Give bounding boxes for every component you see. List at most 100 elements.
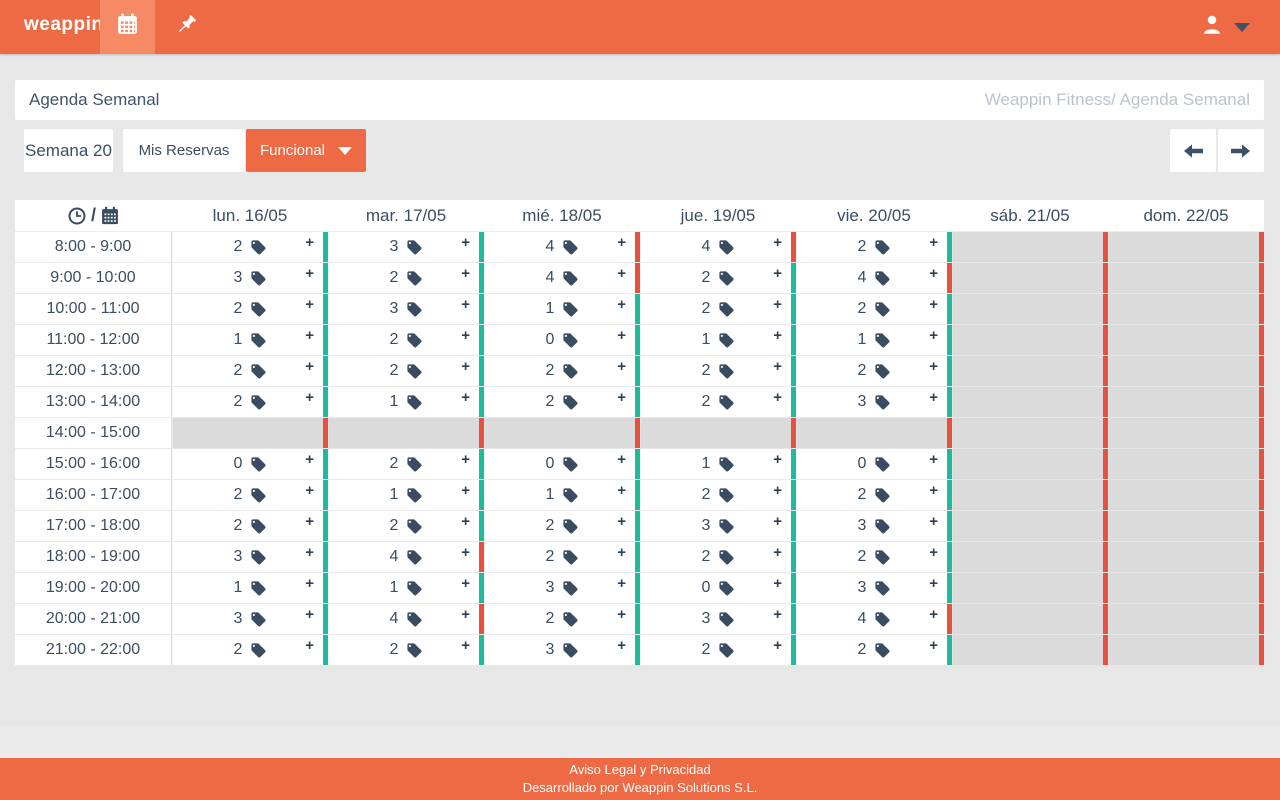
- add-reservation-button[interactable]: +: [461, 482, 470, 499]
- add-reservation-button[interactable]: +: [929, 327, 938, 344]
- add-reservation-button[interactable]: +: [929, 513, 938, 530]
- schedule-cell[interactable]: 2 +: [328, 356, 484, 387]
- add-reservation-button[interactable]: +: [773, 513, 782, 530]
- add-reservation-button[interactable]: +: [617, 451, 626, 468]
- add-reservation-button[interactable]: +: [461, 451, 470, 468]
- add-reservation-button[interactable]: +: [617, 265, 626, 282]
- schedule-cell[interactable]: 2 +: [328, 449, 484, 480]
- schedule-cell[interactable]: 2 +: [328, 635, 484, 666]
- add-reservation-button[interactable]: +: [305, 482, 314, 499]
- schedule-cell[interactable]: 2 +: [640, 480, 796, 511]
- add-reservation-button[interactable]: +: [773, 327, 782, 344]
- add-reservation-button[interactable]: +: [929, 606, 938, 623]
- schedule-cell[interactable]: 1 +: [328, 480, 484, 511]
- add-reservation-button[interactable]: +: [617, 327, 626, 344]
- schedule-cell[interactable]: 1 +: [640, 449, 796, 480]
- schedule-cell[interactable]: 0 +: [484, 325, 640, 356]
- add-reservation-button[interactable]: +: [461, 606, 470, 623]
- schedule-cell[interactable]: 2 +: [172, 356, 328, 387]
- add-reservation-button[interactable]: +: [461, 296, 470, 313]
- previous-week-button[interactable]: [1170, 129, 1216, 172]
- add-reservation-button[interactable]: +: [929, 265, 938, 282]
- schedule-cell[interactable]: 2 +: [640, 635, 796, 666]
- add-reservation-button[interactable]: +: [773, 389, 782, 406]
- add-reservation-button[interactable]: +: [305, 606, 314, 623]
- schedule-cell[interactable]: 1 +: [172, 573, 328, 604]
- schedule-cell[interactable]: 2 +: [796, 480, 952, 511]
- add-reservation-button[interactable]: +: [773, 606, 782, 623]
- add-reservation-button[interactable]: +: [461, 513, 470, 530]
- add-reservation-button[interactable]: +: [461, 327, 470, 344]
- add-reservation-button[interactable]: +: [617, 606, 626, 623]
- add-reservation-button[interactable]: +: [305, 234, 314, 251]
- schedule-cell[interactable]: 3 +: [484, 573, 640, 604]
- add-reservation-button[interactable]: +: [461, 575, 470, 592]
- user-menu[interactable]: [1201, 0, 1250, 54]
- schedule-cell[interactable]: 2 +: [796, 635, 952, 666]
- schedule-cell[interactable]: 2 +: [484, 604, 640, 635]
- add-reservation-button[interactable]: +: [305, 451, 314, 468]
- schedule-cell[interactable]: 3 +: [796, 511, 952, 542]
- add-reservation-button[interactable]: +: [929, 389, 938, 406]
- add-reservation-button[interactable]: +: [929, 544, 938, 561]
- schedule-cell[interactable]: 0 +: [484, 449, 640, 480]
- add-reservation-button[interactable]: +: [929, 482, 938, 499]
- add-reservation-button[interactable]: +: [773, 544, 782, 561]
- schedule-cell[interactable]: 1 +: [172, 325, 328, 356]
- add-reservation-button[interactable]: +: [773, 575, 782, 592]
- schedule-cell[interactable]: 1 +: [328, 387, 484, 418]
- schedule-cell[interactable]: 2 +: [172, 635, 328, 666]
- schedule-cell[interactable]: 2 +: [640, 387, 796, 418]
- legal-privacy-link[interactable]: Aviso Legal y Privacidad: [569, 762, 711, 777]
- schedule-cell[interactable]: 2 +: [328, 263, 484, 294]
- schedule-cell[interactable]: 3 +: [328, 294, 484, 325]
- add-reservation-button[interactable]: +: [461, 265, 470, 282]
- schedule-cell[interactable]: 2 +: [172, 232, 328, 263]
- add-reservation-button[interactable]: +: [305, 575, 314, 592]
- add-reservation-button[interactable]: +: [305, 296, 314, 313]
- activity-filter-dropdown[interactable]: Funcional: [246, 129, 366, 172]
- schedule-cell[interactable]: 2 +: [484, 356, 640, 387]
- schedule-cell[interactable]: 0 +: [172, 449, 328, 480]
- schedule-cell[interactable]: 1 +: [328, 573, 484, 604]
- schedule-cell[interactable]: 0 +: [640, 573, 796, 604]
- add-reservation-button[interactable]: +: [617, 234, 626, 251]
- schedule-cell[interactable]: 3 +: [640, 511, 796, 542]
- schedule-cell[interactable]: 3 +: [796, 387, 952, 418]
- schedule-cell[interactable]: 2 +: [796, 542, 952, 573]
- add-reservation-button[interactable]: +: [305, 513, 314, 530]
- add-reservation-button[interactable]: +: [305, 637, 314, 654]
- my-reservations-button[interactable]: Mis Reservas: [123, 129, 245, 172]
- schedule-cell[interactable]: 4 +: [484, 232, 640, 263]
- add-reservation-button[interactable]: +: [773, 265, 782, 282]
- add-reservation-button[interactable]: +: [929, 575, 938, 592]
- schedule-cell[interactable]: 3 +: [640, 604, 796, 635]
- schedule-cell[interactable]: 2 +: [640, 356, 796, 387]
- add-reservation-button[interactable]: +: [461, 544, 470, 561]
- add-reservation-button[interactable]: +: [617, 637, 626, 654]
- add-reservation-button[interactable]: +: [461, 637, 470, 654]
- schedule-cell[interactable]: 4 +: [640, 232, 796, 263]
- schedule-cell[interactable]: 2 +: [172, 294, 328, 325]
- schedule-cell[interactable]: 3 +: [172, 263, 328, 294]
- add-reservation-button[interactable]: +: [305, 544, 314, 561]
- schedule-cell[interactable]: 3 +: [172, 604, 328, 635]
- next-week-button[interactable]: [1218, 129, 1264, 172]
- add-reservation-button[interactable]: +: [929, 637, 938, 654]
- add-reservation-button[interactable]: +: [929, 234, 938, 251]
- add-reservation-button[interactable]: +: [617, 482, 626, 499]
- schedule-cell[interactable]: 2 +: [172, 511, 328, 542]
- schedule-cell[interactable]: 4 +: [796, 604, 952, 635]
- add-reservation-button[interactable]: +: [617, 513, 626, 530]
- add-reservation-button[interactable]: +: [617, 389, 626, 406]
- add-reservation-button[interactable]: +: [617, 358, 626, 375]
- schedule-cell[interactable]: 0 +: [796, 449, 952, 480]
- nav-tab-agenda[interactable]: [100, 0, 155, 54]
- add-reservation-button[interactable]: +: [617, 575, 626, 592]
- schedule-cell[interactable]: 3 +: [796, 573, 952, 604]
- schedule-cell[interactable]: 2 +: [796, 294, 952, 325]
- add-reservation-button[interactable]: +: [773, 296, 782, 313]
- add-reservation-button[interactable]: +: [461, 234, 470, 251]
- add-reservation-button[interactable]: +: [305, 327, 314, 344]
- add-reservation-button[interactable]: +: [305, 389, 314, 406]
